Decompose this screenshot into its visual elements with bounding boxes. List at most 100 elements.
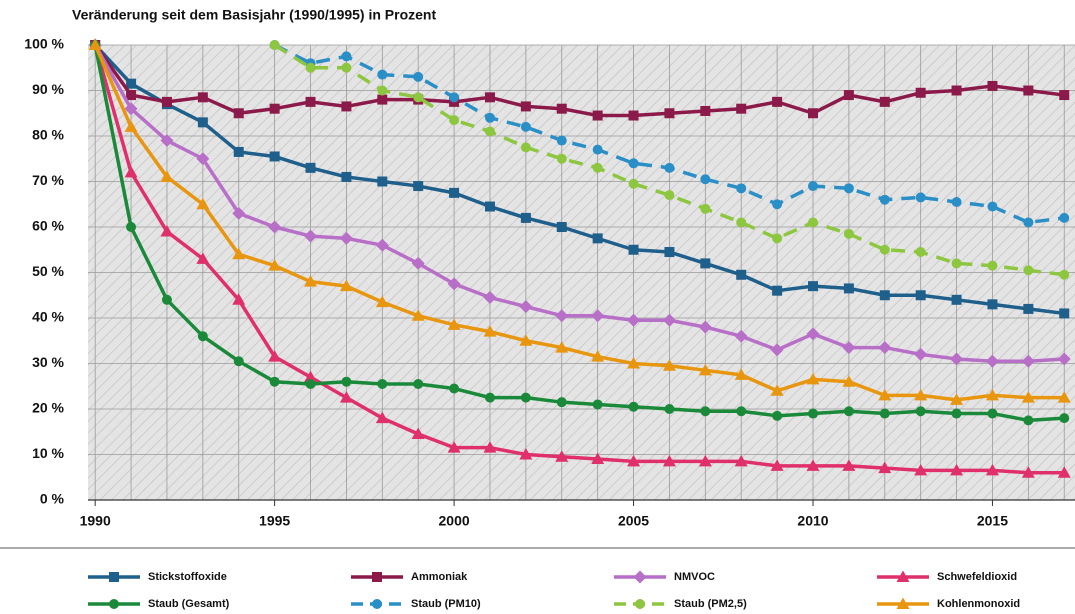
marker [1023, 217, 1034, 228]
marker [628, 110, 639, 121]
marker [950, 463, 964, 476]
marker [556, 135, 567, 146]
marker [592, 162, 603, 173]
marker [987, 201, 998, 212]
marker [1021, 354, 1035, 368]
marker [985, 388, 999, 401]
marker [484, 112, 495, 123]
marker [1023, 85, 1034, 96]
marker [304, 229, 318, 243]
marker [447, 441, 461, 453]
marker [914, 388, 928, 401]
marker [772, 199, 783, 210]
marker [520, 212, 531, 223]
legend-label: Schwefeldioxid [937, 571, 1017, 583]
marker [447, 318, 461, 330]
x-tick-label: 1990 [80, 513, 111, 529]
marker [770, 343, 784, 357]
marker [950, 393, 964, 405]
marker [951, 85, 962, 96]
marker [700, 105, 711, 116]
marker [413, 181, 424, 192]
marker [915, 87, 926, 98]
marker [196, 197, 210, 210]
marker [341, 51, 352, 62]
marker [232, 293, 246, 305]
marker [698, 320, 712, 334]
marker [592, 399, 603, 410]
marker [592, 233, 603, 244]
marker [556, 103, 567, 114]
marker [878, 388, 892, 401]
y-tick-label: 30 % [32, 354, 64, 370]
series-line [93, 43, 1065, 316]
marker [375, 295, 389, 308]
marker [197, 331, 208, 342]
marker [377, 94, 388, 105]
marker [842, 459, 856, 471]
marker [951, 196, 962, 207]
marker [449, 383, 460, 394]
x-tick-label: 2005 [618, 513, 649, 529]
chart-title: Veränderung seit dem Basisjahr (1990/199… [72, 7, 436, 23]
marker [628, 244, 639, 255]
marker [807, 217, 818, 228]
marker [413, 92, 424, 103]
marker [161, 294, 172, 305]
marker [736, 269, 747, 280]
marker [843, 283, 854, 294]
legend-label: Stickstoffoxide [148, 571, 227, 583]
marker [305, 62, 316, 73]
y-tick-label: 10 % [32, 445, 64, 461]
marker [734, 329, 748, 343]
marker [556, 397, 567, 408]
marker [985, 463, 999, 476]
marker [341, 171, 352, 182]
marker [268, 259, 282, 271]
marker [339, 231, 353, 245]
marker [950, 352, 964, 366]
marker [1059, 308, 1070, 319]
marker [662, 454, 676, 467]
marker [664, 162, 675, 173]
marker [197, 117, 208, 128]
marker [160, 134, 174, 148]
marker [341, 376, 352, 387]
marker [592, 110, 603, 121]
marker [664, 404, 675, 414]
marker [664, 190, 675, 201]
marker [449, 187, 460, 198]
marker [1059, 90, 1070, 101]
y-tick-label: 40 % [32, 309, 64, 325]
marker [662, 313, 676, 327]
series-line [93, 44, 1065, 423]
marker [268, 350, 282, 362]
marker [483, 291, 497, 305]
marker [734, 368, 748, 380]
marker [987, 299, 998, 310]
marker [879, 244, 890, 255]
marker [635, 599, 645, 609]
marker [555, 309, 569, 323]
marker [700, 203, 711, 214]
marker [627, 454, 641, 467]
marker [555, 341, 569, 353]
marker [126, 78, 137, 89]
marker [915, 406, 926, 417]
marker [520, 121, 531, 132]
marker [339, 279, 353, 292]
marker [126, 90, 137, 101]
marker [233, 108, 244, 119]
marker [372, 599, 382, 609]
marker [627, 313, 641, 327]
marker [339, 391, 353, 403]
marker [124, 102, 138, 116]
marker [233, 356, 244, 367]
marker [842, 341, 856, 355]
marker [896, 597, 910, 609]
marker [736, 406, 747, 417]
marker [305, 96, 316, 107]
marker [377, 176, 388, 187]
marker [915, 192, 926, 203]
marker [519, 448, 533, 460]
